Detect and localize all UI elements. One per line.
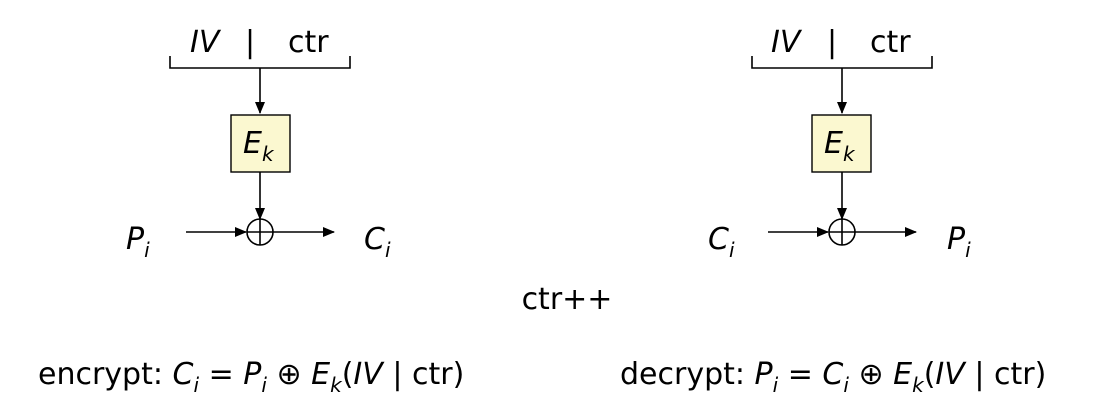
right-cipher-label: Ek [824,126,856,166]
right-separator: | [827,25,837,60]
decrypt-formula: decrypt: Pi = Ci ⊕ Ek(IV | ctr) [620,357,1046,397]
encrypt-formula: encrypt: Ci = Pi ⊕ Ek(IV | ctr) [38,357,464,397]
right-ctr-label: ctr [870,25,911,60]
encrypt-block: IV | ctr Ek Pi Ci [126,25,391,262]
left-input-label: Pi [126,222,150,262]
left-xor-icon [246,218,274,246]
right-xor-icon [828,218,856,246]
counter-increment-note: ctr++ [522,282,613,317]
left-separator: | [245,25,255,60]
right-cipher-box [811,114,872,173]
right-output-label: Pi [947,222,971,262]
right-iv-label: IV [771,25,803,60]
decrypt-block: IV | ctr Ek Ci Pi [708,25,971,262]
left-cipher-label: Ek [243,126,275,166]
left-cipher-box [230,114,291,173]
left-iv-label: IV [190,25,222,60]
right-input-label: Ci [708,222,735,262]
left-ctr-label: ctr [288,25,329,60]
left-output-label: Ci [364,222,391,262]
